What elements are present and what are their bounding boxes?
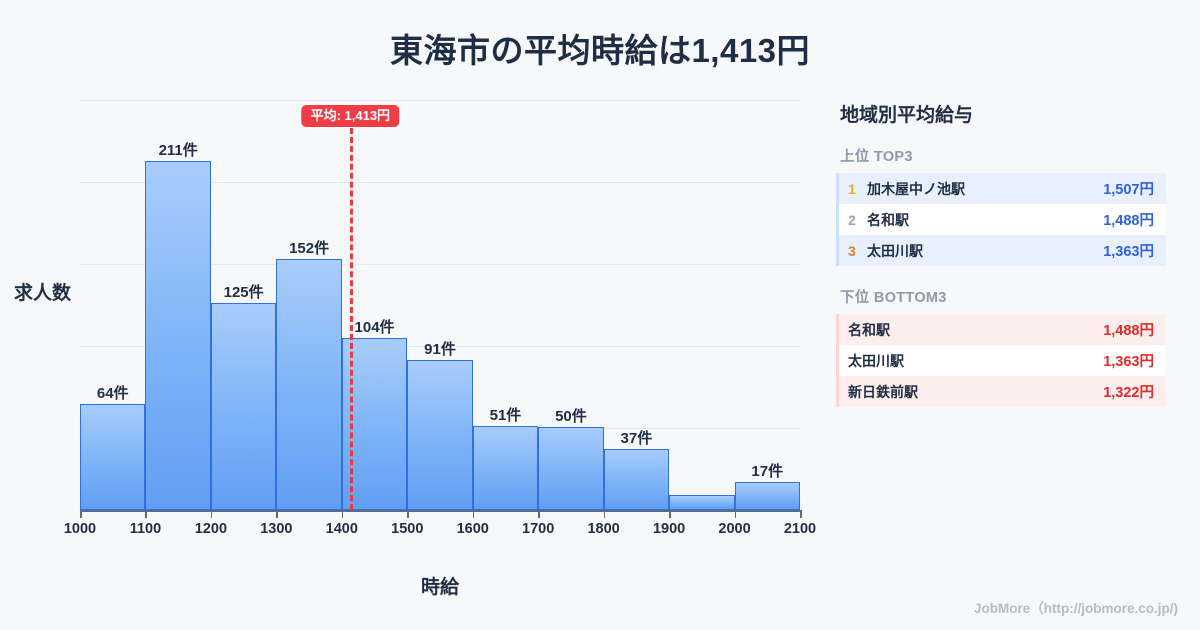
histogram-bar [538,427,604,510]
wage-value: 1,363円 [1103,244,1154,260]
bar-value-label: 50件 [555,408,587,426]
x-axis-tick-label: 1000 [63,521,97,537]
gridline [80,346,800,347]
x-axis-tick-label: 1300 [260,521,293,537]
histogram-bar [210,303,277,510]
histogram-chart: 求人数 時給 64件 211件 125件 152件 104件 91件 51件 50件 37件 17… [14,100,817,598]
table-row: 新日鉄前駅 1,322円 [839,376,1166,407]
footer-credit: JobMore（http://jobmore.co.jp/) [974,601,1178,616]
histogram-bar [276,258,342,510]
gridline [80,182,800,183]
x-axis-tick-label: 1800 [587,521,620,537]
x-axis-tick [800,510,802,518]
bottom3-table: 名和駅 1,488円太田川駅 1,363円新日鉄前駅 1,322円 [836,314,1166,407]
x-axis-tick [145,510,147,518]
average-badge: 平均: 1,413円 [301,105,400,127]
bottom3-heading: 下位 BOTTOM3 [840,290,947,306]
histogram-bar [669,495,735,510]
station-name: 太田川駅 [867,242,923,259]
bar-value-label: 64件 [96,385,129,403]
wage-value: 1,363円 [1103,354,1154,370]
x-axis-tick [210,510,213,518]
x-axis-tick [538,510,540,518]
x-axis-tick [276,510,278,518]
y-axis-title: 求人数 [14,283,72,304]
x-axis-tick [341,510,344,518]
table-row: 3 太田川駅 1,363円 [839,235,1166,266]
x-axis-tick-label: 1500 [391,521,424,537]
station-name: 新日鉄前駅 [848,383,918,400]
top3-table: 1 加木屋中ノ池駅 1,507円 2 名和駅 1,488円 3 太田川駅 1,363円 [836,173,1166,266]
bar-value-label: 104件 [354,319,395,337]
bar-value-label: 37件 [620,429,653,447]
x-axis-tick-label: 1900 [652,521,686,537]
bar-value-label: 91件 [424,340,456,358]
rank-number: 2 [848,211,856,228]
histogram-bar [603,448,670,510]
table-row: 名和駅 1,488円 [839,314,1166,345]
x-axis-tick [734,510,737,518]
x-axis-line [80,510,800,512]
x-axis-tick [407,510,409,518]
average-line [350,128,354,510]
x-axis-tick [80,510,82,518]
table-row: 太田川駅 1,363円 [839,345,1166,376]
x-axis-tick-label: 1700 [522,521,555,537]
wage-value: 1,488円 [1103,213,1154,229]
station-name: 加木屋中ノ池駅 [867,180,965,197]
histogram-bar [145,161,211,510]
table-row: 1 加木屋中ノ池駅 1,507円 [839,173,1166,204]
histogram-bar [80,404,146,510]
station-name: 太田川駅 [848,352,904,369]
x-axis-tick-label: 1100 [129,521,162,537]
x-axis-tick [669,510,671,518]
x-axis-tick [472,510,475,518]
x-axis-tick [603,510,606,518]
regional-average-panel: 地域別平均給与 上位 TOP3 1 加木屋中ノ池駅 1,507円 2 名和駅 1,488円… [836,100,1166,427]
histogram-bar [407,359,473,510]
x-axis-tick-label: 1400 [325,521,358,537]
top3-heading: 上位 TOP3 [840,149,913,165]
x-axis-tick-label: 2000 [718,521,751,537]
station-name: 名和駅 [848,321,890,338]
rank-number: 1 [848,180,856,197]
x-axis-tick-label: 1600 [456,521,489,537]
page-title: 東海市の平均時給は1,413円 [389,32,811,69]
x-axis-tick-label: 1200 [194,521,228,537]
rank-number: 3 [848,242,856,259]
wage-value: 1,507円 [1103,182,1154,198]
wage-value: 1,322円 [1103,385,1154,401]
station-name: 名和駅 [867,211,909,228]
x-axis-title: 時給 [420,577,459,598]
wage-value: 1,488円 [1103,323,1154,339]
histogram-bar [472,425,539,510]
bar-value-label: 211件 [158,142,198,160]
gridline [80,264,800,265]
bar-value-label: 152件 [289,239,330,257]
gridline [80,100,800,101]
bar-value-label: 17件 [751,462,784,480]
bar-value-label: 51件 [489,406,522,424]
x-axis-tick-label: 2100 [783,521,817,537]
table-row: 2 名和駅 1,488円 [839,204,1166,235]
histogram-bar [734,481,800,510]
side-panel-title: 地域別平均給与 [840,105,974,126]
bar-value-label: 125件 [223,284,264,302]
